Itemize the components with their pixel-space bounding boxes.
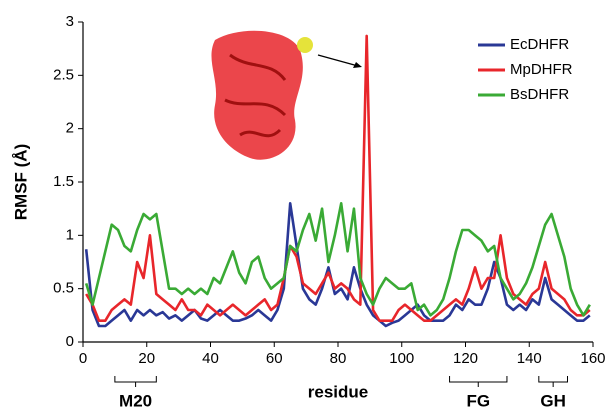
y-tick-label: 3 (66, 13, 74, 30)
region-label: GH (540, 391, 566, 410)
arrow-head (353, 62, 362, 68)
protein-ribbon (211, 30, 303, 160)
legend-label: EcDHFR (510, 36, 569, 53)
y-tick-label: 1 (66, 226, 74, 243)
region-bracket (538, 376, 568, 387)
x-tick-label: 80 (330, 350, 347, 367)
y-tick-label: 1.5 (53, 173, 74, 190)
x-tick-label: 120 (453, 350, 478, 367)
series-line (84, 202, 591, 317)
x-tick-label: 100 (389, 350, 414, 367)
highlight-atoms (297, 37, 313, 53)
region-bracket (449, 376, 508, 387)
y-axis-label: RMSF (Å) (11, 144, 30, 220)
region-label: FG (466, 391, 490, 410)
arrow (317, 54, 359, 67)
protein-inset (211, 30, 362, 160)
region-bracket (114, 376, 157, 387)
x-tick-label: 140 (517, 350, 542, 367)
x-tick-label: 20 (138, 350, 155, 367)
legend-label: MpDHFR (510, 61, 573, 78)
x-tick-label: 160 (580, 350, 605, 367)
x-axis-label: residue (308, 382, 368, 401)
legend-label: BsDHFR (510, 86, 569, 103)
protein-detail (224, 53, 287, 138)
y-tick-label: 0 (66, 333, 74, 350)
region-label: M20 (119, 391, 152, 410)
x-tick-label: 60 (266, 350, 283, 367)
y-tick-label: 0.5 (53, 280, 74, 297)
x-tick-label: 0 (79, 350, 87, 367)
series-line (84, 202, 591, 328)
series-line (85, 34, 591, 322)
y-tick-label: 2 (66, 120, 74, 137)
y-tick-label: 2.5 (53, 66, 74, 83)
x-tick-label: 40 (202, 350, 219, 367)
